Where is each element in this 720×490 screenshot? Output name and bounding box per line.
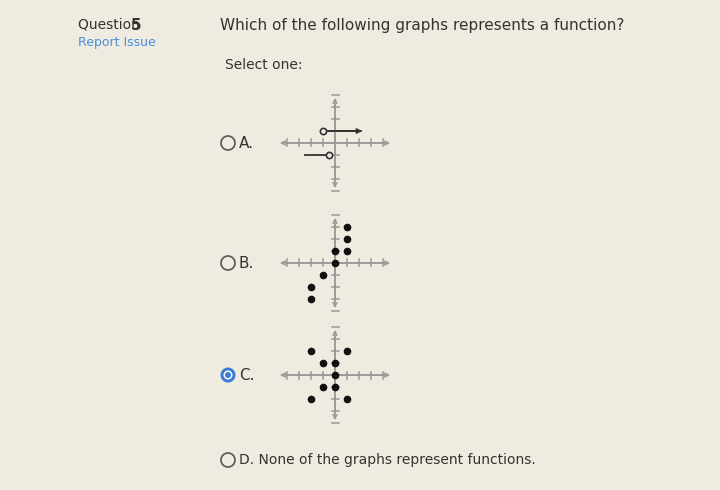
Circle shape	[225, 372, 231, 378]
Circle shape	[220, 368, 235, 383]
Text: 5: 5	[131, 18, 142, 33]
Text: C.: C.	[239, 368, 254, 383]
Text: Which of the following graphs represents a function?: Which of the following graphs represents…	[220, 18, 624, 33]
Text: A.: A.	[239, 136, 254, 150]
Text: Report Issue: Report Issue	[78, 36, 156, 49]
Text: Select one:: Select one:	[225, 58, 302, 72]
Circle shape	[223, 370, 233, 379]
Text: B.: B.	[239, 255, 254, 270]
Text: D. None of the graphs represent functions.: D. None of the graphs represent function…	[239, 453, 536, 467]
Text: Question: Question	[78, 18, 144, 32]
